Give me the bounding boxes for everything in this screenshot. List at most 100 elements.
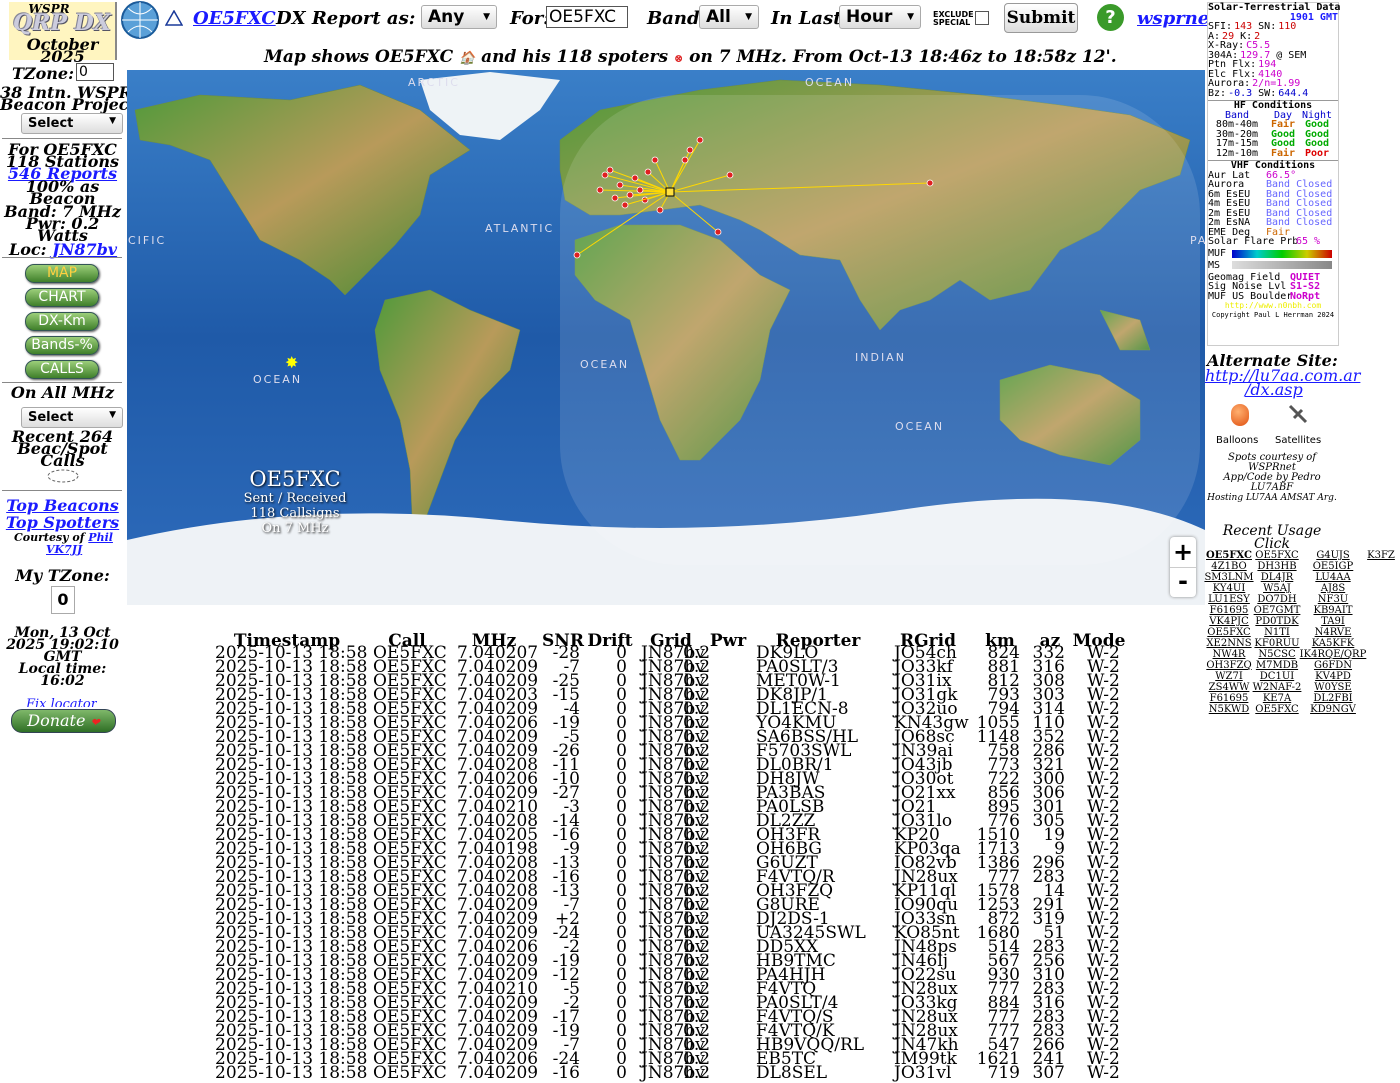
spot-marker[interactable] xyxy=(686,146,694,154)
tzone-input[interactable] xyxy=(76,63,114,81)
recent-call[interactable]: IK4RQE/QRP xyxy=(1299,649,1367,660)
spot-marker[interactable] xyxy=(611,194,619,202)
recent-call[interactable]: NF3U xyxy=(1317,594,1349,605)
home-marker[interactable] xyxy=(665,187,675,197)
recent-call[interactable]: KE7A xyxy=(1262,693,1292,704)
recent-call[interactable]: SM3LNM xyxy=(1204,572,1254,583)
courtesy-call[interactable]: VK7JJ xyxy=(46,543,83,556)
my-tzone-box[interactable]: 0 xyxy=(51,586,75,614)
recent-call[interactable]: OE5FXC xyxy=(1255,704,1299,715)
recent-call[interactable]: KV4PD xyxy=(1315,671,1351,682)
recent-call[interactable]: KB9AIT xyxy=(1313,605,1353,616)
spot-marker[interactable] xyxy=(644,168,652,176)
recent-call[interactable]: LU4AA xyxy=(1315,572,1351,583)
recent-call[interactable]: DL2FBI xyxy=(1313,693,1353,704)
spot-marker[interactable] xyxy=(636,186,644,194)
donate-button[interactable]: Donate ❤ xyxy=(11,709,116,733)
recent-call[interactable]: N1TI xyxy=(1264,627,1290,638)
recent-call[interactable]: TA9I xyxy=(1321,616,1345,627)
for-input[interactable] xyxy=(546,6,628,28)
spot-marker[interactable] xyxy=(616,181,624,189)
recent-call[interactable]: N4RVE xyxy=(1314,627,1352,638)
recent-call[interactable]: OE5FXC xyxy=(1206,550,1252,561)
recent-call[interactable]: NW4R xyxy=(1212,649,1246,660)
recent-call[interactable]: KY4UI xyxy=(1212,583,1246,594)
recent-call[interactable]: N5KWD xyxy=(1208,704,1250,715)
spot-marker[interactable] xyxy=(926,179,934,187)
recent-call[interactable]: G6FDN xyxy=(1313,660,1353,671)
recent-call[interactable]: OH3FZQ xyxy=(1206,660,1252,671)
recent-call[interactable]: KA5KFK xyxy=(1311,638,1355,649)
spot-marker[interactable] xyxy=(573,251,581,259)
recent-call[interactable]: F61695 xyxy=(1209,605,1249,616)
reports-link[interactable]: 546 Reports xyxy=(7,164,118,183)
zoom-in[interactable]: + xyxy=(1172,538,1194,566)
balloon-icon[interactable] xyxy=(1231,404,1249,426)
band-select[interactable]: All ▼ xyxy=(699,5,759,29)
alt-url-1[interactable]: http://lu7aa.com.ar xyxy=(1205,366,1361,385)
help-button[interactable]: ? xyxy=(1097,4,1124,31)
spot-marker[interactable] xyxy=(696,136,704,144)
nav-button[interactable]: DX-Km xyxy=(25,312,99,331)
spot-marker[interactable] xyxy=(681,156,689,164)
recent-call[interactable]: G4UJS xyxy=(1316,550,1350,561)
recent-call[interactable]: N5CSC xyxy=(1258,649,1296,660)
fix-locator[interactable]: Fix locator xyxy=(26,697,97,707)
spot-marker[interactable] xyxy=(656,206,664,214)
spot-marker[interactable] xyxy=(651,156,659,164)
recent-call[interactable]: OE5FXC xyxy=(1207,627,1251,638)
mhz-select[interactable]: Select ▼ xyxy=(21,407,123,428)
recent-call[interactable]: F61695 xyxy=(1209,693,1249,704)
spot-marker[interactable] xyxy=(714,228,722,236)
nav-button[interactable]: Bands-% xyxy=(25,336,99,355)
recent-call[interactable]: OE7GMT xyxy=(1253,605,1301,616)
recent-call[interactable]: DO7DH xyxy=(1257,594,1297,605)
recent-call[interactable]: M7MDB xyxy=(1255,660,1299,671)
triangle-icon[interactable] xyxy=(165,10,183,26)
last-select[interactable]: Hour ▼ xyxy=(839,5,921,29)
recent-call[interactable]: LU1ESY xyxy=(1208,594,1250,605)
recent-call[interactable]: ZS4WW xyxy=(1208,682,1250,693)
top-spotters-link[interactable]: Top Spotters xyxy=(5,513,120,532)
report-select[interactable]: Any ▼ xyxy=(421,5,497,29)
satellite-icon[interactable] xyxy=(1286,402,1310,426)
courtesy-name[interactable]: Phil xyxy=(88,531,113,544)
nav-button[interactable]: CHART xyxy=(25,288,99,307)
zoom-out[interactable]: - xyxy=(1170,567,1196,594)
call-link[interactable]: OE5FXC xyxy=(193,8,276,29)
spot-marker[interactable] xyxy=(626,191,634,199)
recent-call[interactable]: W5AJ xyxy=(1263,583,1291,594)
recent-call[interactable]: W2NAF-2 xyxy=(1252,682,1302,693)
recent-call[interactable]: K3FZ xyxy=(1367,550,1395,561)
spot-marker[interactable] xyxy=(621,201,629,209)
recent-call[interactable]: DH3HB xyxy=(1257,561,1297,572)
alt-url-2[interactable]: /dx.asp xyxy=(1245,380,1303,399)
loc-link[interactable]: JN87bv xyxy=(52,240,118,259)
globe-icon[interactable] xyxy=(120,0,162,40)
recent-call[interactable]: KF0RUU xyxy=(1254,638,1300,649)
spot-marker[interactable] xyxy=(601,171,609,179)
spot-marker[interactable] xyxy=(631,174,639,182)
spot-marker[interactable] xyxy=(596,186,604,194)
beacon-select[interactable]: Select ▼ xyxy=(21,113,123,134)
recent-call[interactable]: KD9NGV xyxy=(1310,704,1356,715)
recent-call[interactable]: DC1UI xyxy=(1259,671,1295,682)
recent-call[interactable]: 4Z1BO xyxy=(1211,561,1247,572)
recent-call[interactable]: W0YSE xyxy=(1314,682,1352,693)
exclude-checkbox[interactable] xyxy=(975,11,989,25)
world-map[interactable] xyxy=(127,70,1205,605)
recent-call[interactable]: AJ8S xyxy=(1320,583,1346,594)
recent-call[interactable]: XE2NNS xyxy=(1206,638,1252,649)
recent-call[interactable]: DL4JR xyxy=(1260,572,1294,583)
top-beacons-link[interactable]: Top Beacons xyxy=(6,496,119,515)
recent-call[interactable]: OE5IGP xyxy=(1312,561,1354,572)
submit-button[interactable]: Submit xyxy=(1004,3,1078,33)
nav-button[interactable]: MAP xyxy=(25,264,99,283)
recent-call[interactable]: PD0TDK xyxy=(1255,616,1299,627)
nav-button[interactable]: CALLS xyxy=(25,360,99,379)
recent-call[interactable]: VK4PJC xyxy=(1209,616,1249,627)
recent-call[interactable]: OE5FXC xyxy=(1255,550,1299,561)
recent-call[interactable]: WZ7I xyxy=(1215,671,1243,682)
spot-marker[interactable] xyxy=(726,171,734,179)
spot-marker[interactable] xyxy=(606,166,614,174)
